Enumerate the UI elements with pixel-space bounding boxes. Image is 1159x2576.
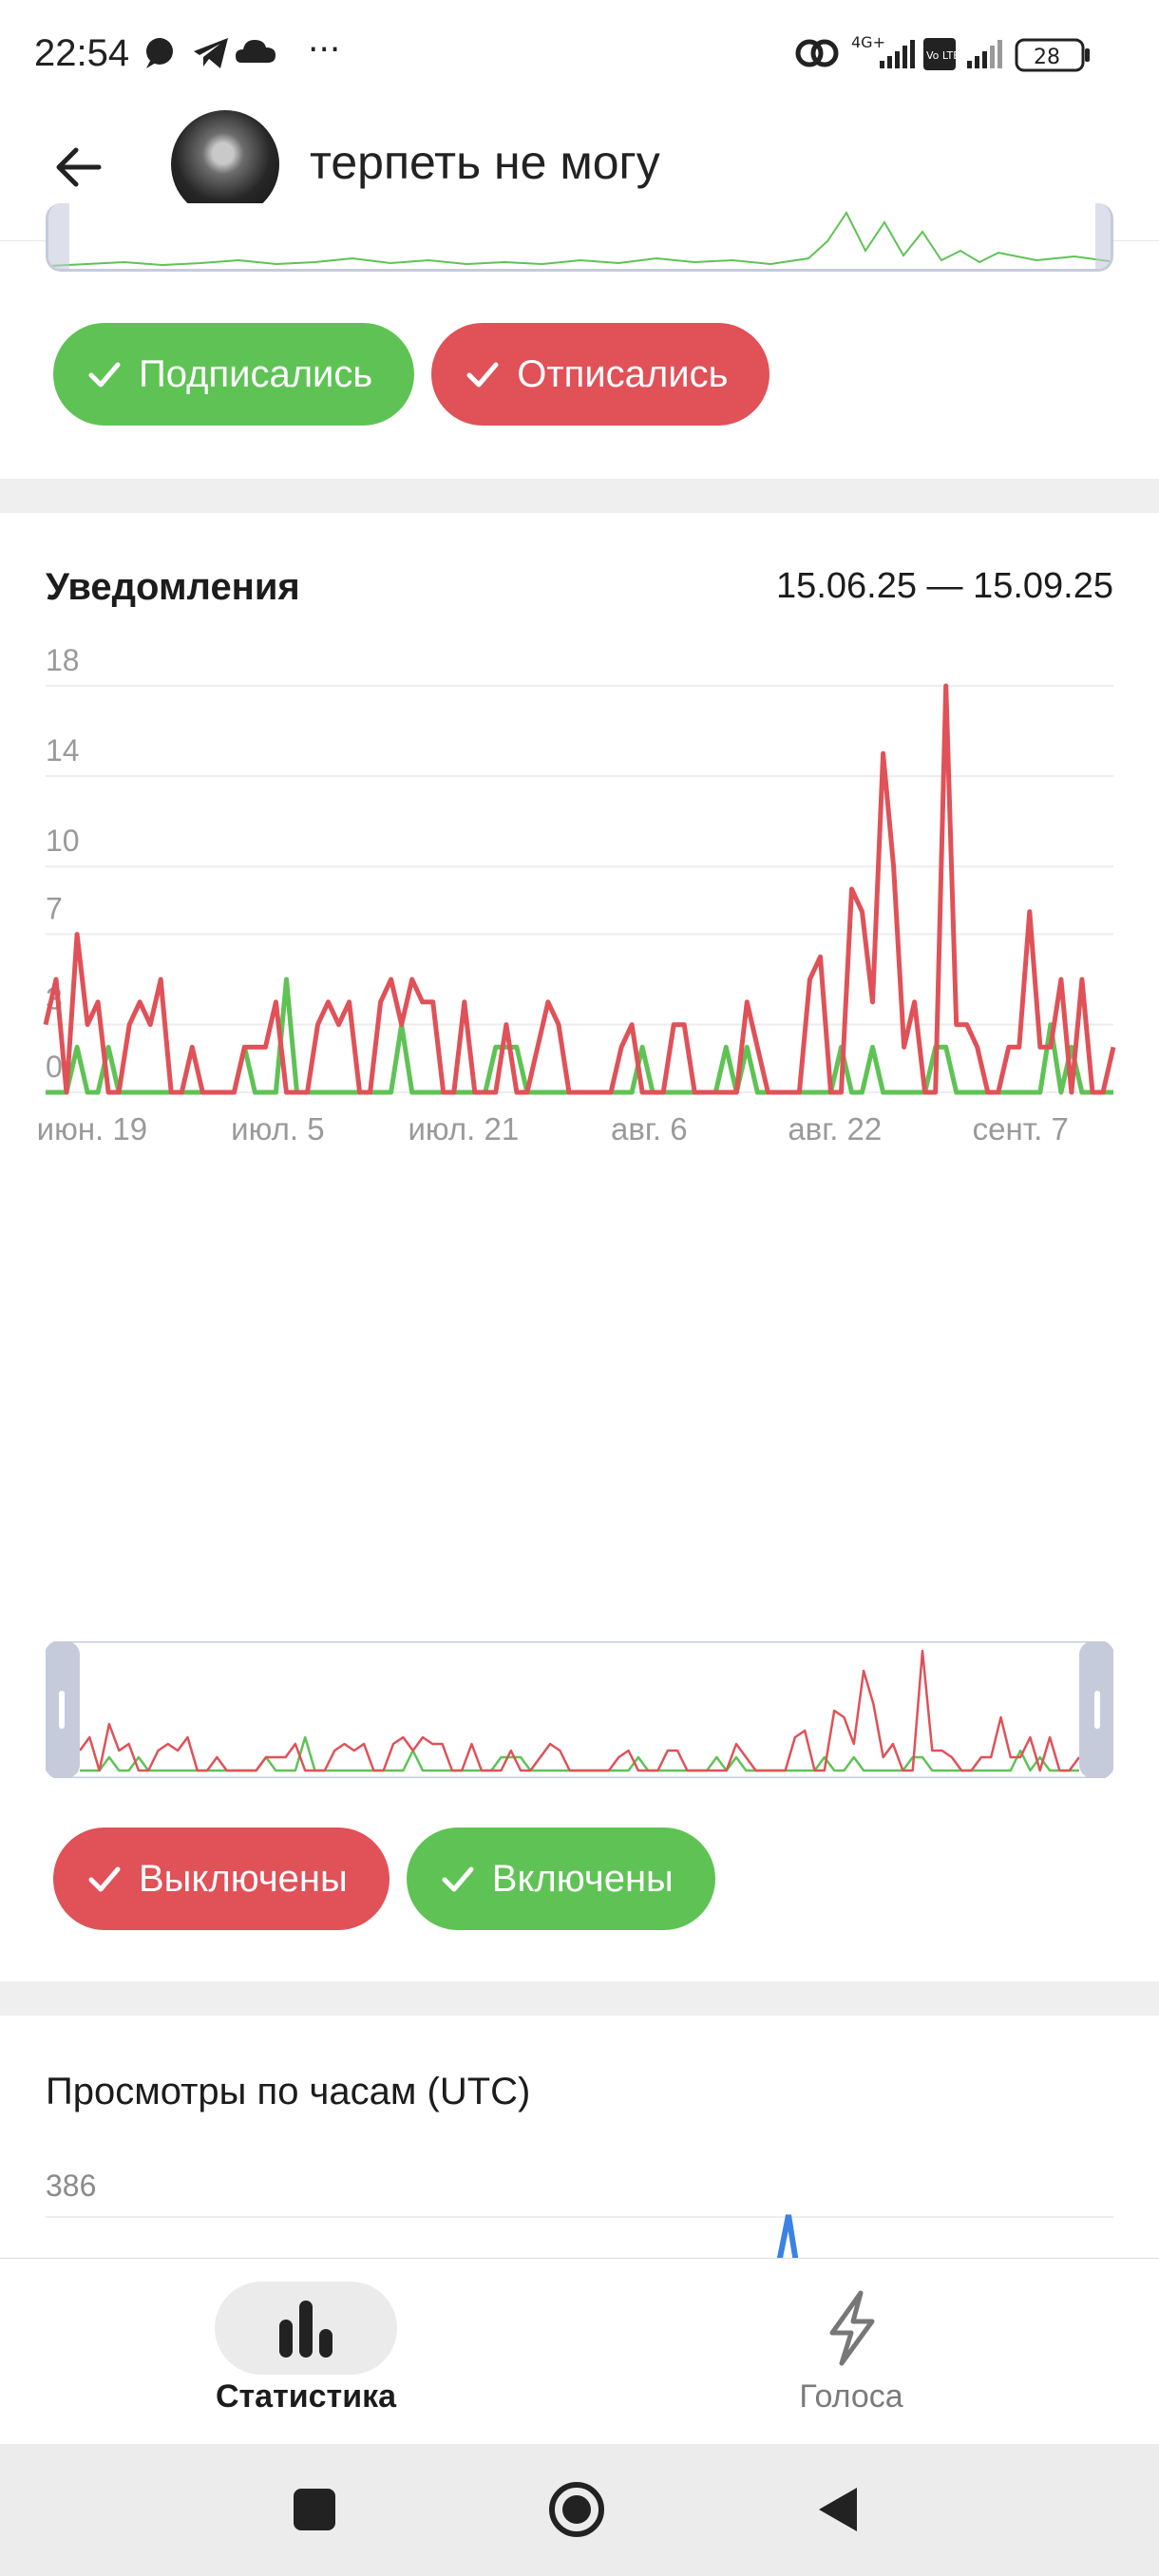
chart-range-navigator[interactable] bbox=[44, 1639, 1115, 1780]
x-tick-label: июл. 5 bbox=[231, 1111, 324, 1146]
chip-subscribed[interactable]: Подписались bbox=[53, 323, 415, 426]
home-button[interactable] bbox=[534, 2467, 619, 2552]
nav-votes[interactable]: Голоса bbox=[661, 2259, 1041, 2445]
x-tick-label: авг. 22 bbox=[788, 1111, 882, 1146]
y-tick-label: 18 bbox=[46, 646, 80, 677]
hourly-views-title: Просмотры по часам (UTC) bbox=[46, 2071, 531, 2112]
hourly-views-card: Просмотры по часам (UTC) 386 bbox=[0, 2016, 1159, 2263]
status-right-icons: 4G+ Vo LTE 28 bbox=[792, 32, 1115, 85]
chip-unsubscribed[interactable]: Отписались bbox=[431, 323, 770, 426]
check-icon bbox=[88, 362, 121, 388]
battery-icon: 28 bbox=[1015, 38, 1090, 72]
system-navigation-bar bbox=[0, 2444, 1159, 2576]
x-tick-label: июн. 19 bbox=[37, 1111, 147, 1146]
back-nav-button[interactable] bbox=[794, 2467, 880, 2552]
chip-disabled[interactable]: Выключены bbox=[53, 1828, 390, 1930]
notifications-title: Уведомления bbox=[46, 566, 300, 608]
hourly-y-label: 386 bbox=[46, 2169, 96, 2203]
chip-subscribed-label: Подписались bbox=[139, 352, 373, 395]
status-time: 22:54 bbox=[34, 32, 130, 74]
nav-statistics[interactable]: Статистика bbox=[116, 2259, 496, 2445]
recent-apps-button[interactable] bbox=[272, 2467, 357, 2552]
x-axis-labels: июн. 19 июл. 5 июл. 21 авг. 6 авг. 22 сент. 7 bbox=[37, 1111, 1069, 1146]
check-icon bbox=[442, 1866, 474, 1892]
followers-mini-chart[interactable] bbox=[46, 203, 1113, 272]
cloud-icon bbox=[236, 40, 276, 63]
notifications-card: Уведомления 15.06.25 — 15.09.25 18 14 10 7 3… bbox=[0, 513, 1159, 1981]
y-tick-label: 14 bbox=[46, 733, 80, 767]
bar-chart-icon bbox=[279, 2301, 332, 2358]
chip-disabled-label: Выключены bbox=[139, 1857, 348, 1900]
notifications-chip-row: Выключены Включены bbox=[53, 1828, 715, 1930]
link-icon bbox=[795, 39, 839, 67]
y-tick-label: 7 bbox=[46, 892, 63, 926]
bottom-navigation: Статистика Голоса bbox=[0, 2258, 1159, 2444]
back-button[interactable] bbox=[42, 131, 114, 203]
check-icon bbox=[466, 362, 499, 388]
telegram-icon bbox=[194, 38, 228, 68]
followers-mini-line bbox=[48, 211, 1111, 267]
hourly-views-chart[interactable]: 386 bbox=[0, 2158, 1159, 2263]
status-left-icons: ··· bbox=[141, 30, 369, 79]
navigator-line-disabled bbox=[78, 1649, 1081, 1772]
nav-votes-label: Голоса bbox=[799, 2378, 903, 2415]
status-bar: 22:54 ··· 4G+ bbox=[0, 0, 1159, 99]
followers-card: Подписались Отписались bbox=[0, 203, 1159, 479]
channel-title: терпеть не могу bbox=[310, 136, 660, 189]
chip-enabled[interactable]: Включены bbox=[406, 1828, 715, 1930]
arrow-left-icon bbox=[56, 147, 102, 187]
chip-enabled-label: Включены bbox=[491, 1857, 674, 1900]
channel-avatar[interactable] bbox=[171, 110, 279, 218]
notifications-range[interactable]: 15.06.25 — 15.09.25 bbox=[776, 566, 1113, 606]
check-icon bbox=[88, 1866, 121, 1892]
chip-unsubscribed-label: Отписались bbox=[517, 352, 729, 395]
signal-icon bbox=[880, 40, 915, 68]
nav-statistics-label: Статистика bbox=[215, 2378, 397, 2415]
home-icon bbox=[549, 2482, 604, 2537]
status-network: 4G+ bbox=[851, 33, 885, 51]
x-tick-label: авг. 6 bbox=[611, 1111, 688, 1146]
followers-chip-row: Подписались Отписались bbox=[53, 323, 770, 426]
navigator-series bbox=[78, 1649, 1081, 1772]
volte-icon: Vo LTE bbox=[923, 38, 960, 70]
status-battery: 28 bbox=[1034, 46, 1060, 69]
message-icon bbox=[146, 38, 173, 68]
y-tick-label: 10 bbox=[46, 824, 80, 858]
y-tick-label: 0 bbox=[46, 1050, 63, 1084]
signal-icon-2 bbox=[967, 40, 1002, 68]
back-icon bbox=[819, 2488, 857, 2531]
status-volte: Vo LTE bbox=[926, 49, 960, 62]
x-tick-label: июл. 21 bbox=[408, 1111, 519, 1146]
status-more: ··· bbox=[308, 32, 340, 69]
x-tick-label: сент. 7 bbox=[973, 1111, 1069, 1146]
series-line-disabled bbox=[43, 683, 1116, 1095]
lightning-icon bbox=[829, 2290, 875, 2366]
recent-apps-icon bbox=[294, 2489, 335, 2530]
chart-series bbox=[43, 683, 1116, 1095]
hourly-peak-line bbox=[776, 2214, 799, 2263]
